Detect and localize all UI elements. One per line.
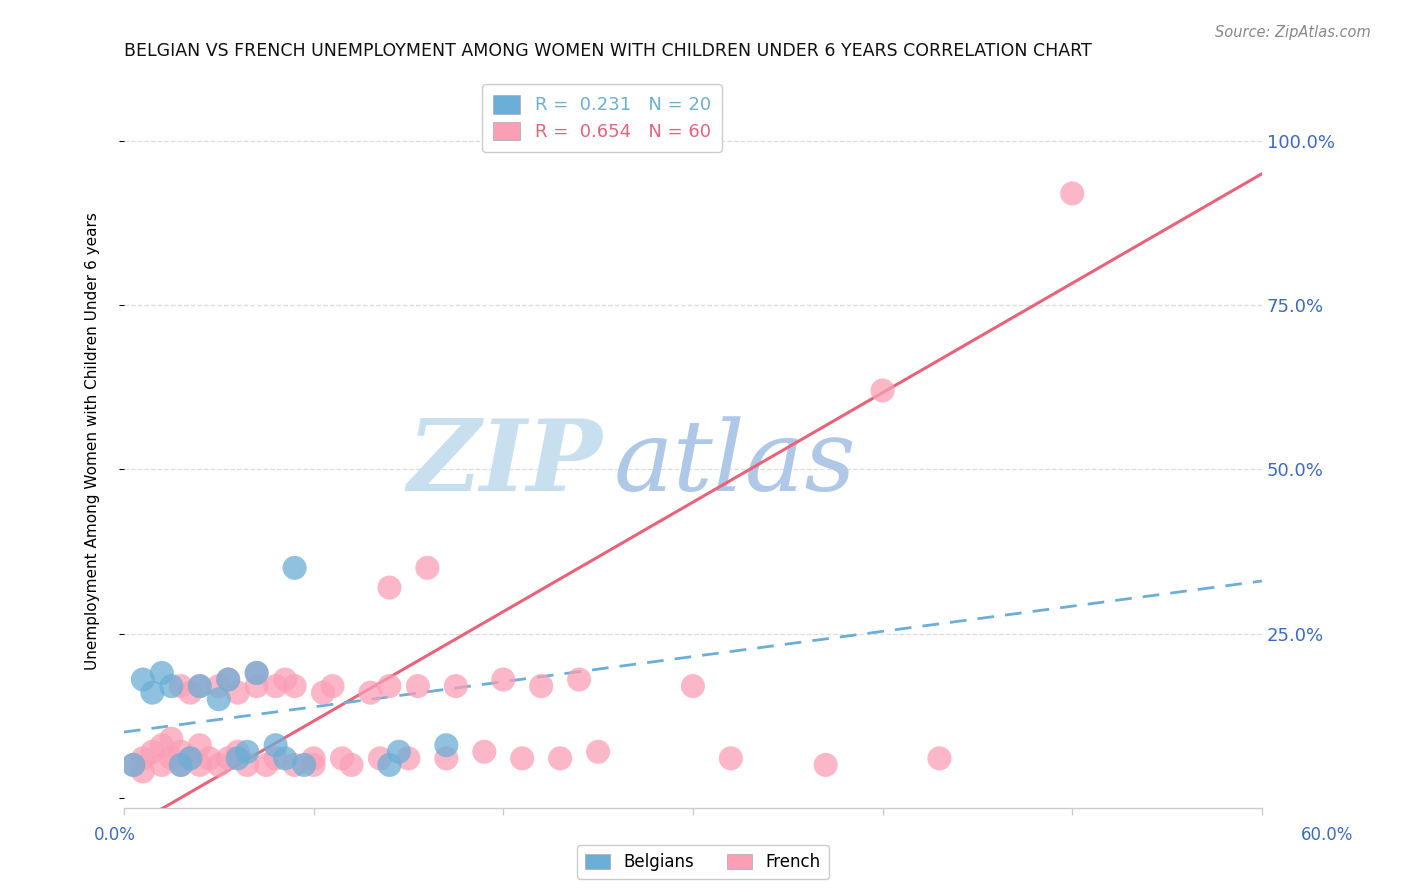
Point (312, 686, 335, 700)
Point (340, 758, 363, 772)
Point (132, 764, 155, 779)
Text: Source: ZipAtlas.com: Source: ZipAtlas.com (1215, 25, 1371, 40)
Point (388, 745, 411, 759)
Point (179, 751, 201, 765)
Point (170, 679, 193, 693)
Point (378, 679, 401, 693)
Point (264, 679, 287, 693)
Point (246, 665, 269, 680)
Point (160, 731, 183, 746)
Point (254, 758, 277, 772)
Point (236, 745, 259, 759)
Point (682, 679, 704, 693)
Point (284, 561, 307, 575)
Y-axis label: Unemployment Among Women with Children Under 6 years: Unemployment Among Women with Children U… (86, 212, 100, 671)
Point (302, 758, 325, 772)
Point (226, 751, 249, 765)
Point (179, 751, 201, 765)
Point (378, 758, 401, 772)
Point (132, 673, 155, 687)
Point (217, 673, 239, 687)
Point (530, 679, 553, 693)
Text: atlas: atlas (613, 416, 856, 511)
Point (188, 738, 211, 752)
Legend: R =  0.231   N = 20, R =  0.654   N = 60: R = 0.231 N = 20, R = 0.654 N = 60 (482, 84, 721, 152)
Point (264, 751, 287, 765)
Point (292, 758, 315, 772)
Point (150, 738, 173, 752)
Point (122, 758, 145, 772)
Point (928, 751, 950, 765)
Point (472, 745, 495, 759)
Point (226, 686, 249, 700)
Point (170, 745, 193, 759)
Point (160, 679, 183, 693)
Point (208, 679, 231, 693)
Point (720, 751, 742, 765)
Point (170, 758, 193, 772)
Point (188, 679, 211, 693)
Point (814, 758, 837, 772)
Point (179, 686, 201, 700)
Point (872, 384, 894, 398)
Text: 60.0%: 60.0% (1301, 826, 1354, 844)
Point (264, 738, 287, 752)
Point (434, 751, 457, 765)
Point (368, 751, 391, 765)
Point (492, 673, 515, 687)
Point (396, 751, 419, 765)
Point (322, 679, 344, 693)
Point (548, 751, 571, 765)
Point (150, 665, 173, 680)
Point (246, 679, 269, 693)
Point (160, 751, 183, 765)
Point (141, 745, 163, 759)
Text: 0.0%: 0.0% (94, 826, 136, 844)
Point (302, 751, 325, 765)
Point (217, 673, 239, 687)
Point (434, 738, 457, 752)
Point (378, 581, 401, 595)
Point (246, 665, 269, 680)
Point (150, 758, 173, 772)
Point (132, 751, 155, 765)
Point (510, 751, 533, 765)
Point (208, 692, 231, 706)
Point (274, 673, 297, 687)
Point (188, 679, 211, 693)
Point (1062, 186, 1084, 201)
Point (141, 686, 163, 700)
Point (568, 673, 591, 687)
Point (444, 679, 467, 693)
Point (188, 758, 211, 772)
Point (236, 758, 259, 772)
Point (217, 751, 239, 765)
Point (274, 751, 297, 765)
Legend: Belgians, French: Belgians, French (576, 845, 830, 880)
Point (359, 686, 381, 700)
Point (226, 745, 249, 759)
Point (208, 758, 231, 772)
Point (122, 758, 145, 772)
Point (586, 745, 609, 759)
Point (198, 751, 221, 765)
Point (284, 679, 307, 693)
Point (406, 679, 429, 693)
Point (170, 758, 193, 772)
Point (284, 758, 307, 772)
Point (330, 751, 353, 765)
Point (416, 561, 439, 575)
Text: ZIP: ZIP (406, 415, 602, 512)
Text: BELGIAN VS FRENCH UNEMPLOYMENT AMONG WOMEN WITH CHILDREN UNDER 6 YEARS CORRELATI: BELGIAN VS FRENCH UNEMPLOYMENT AMONG WOM… (124, 42, 1091, 60)
